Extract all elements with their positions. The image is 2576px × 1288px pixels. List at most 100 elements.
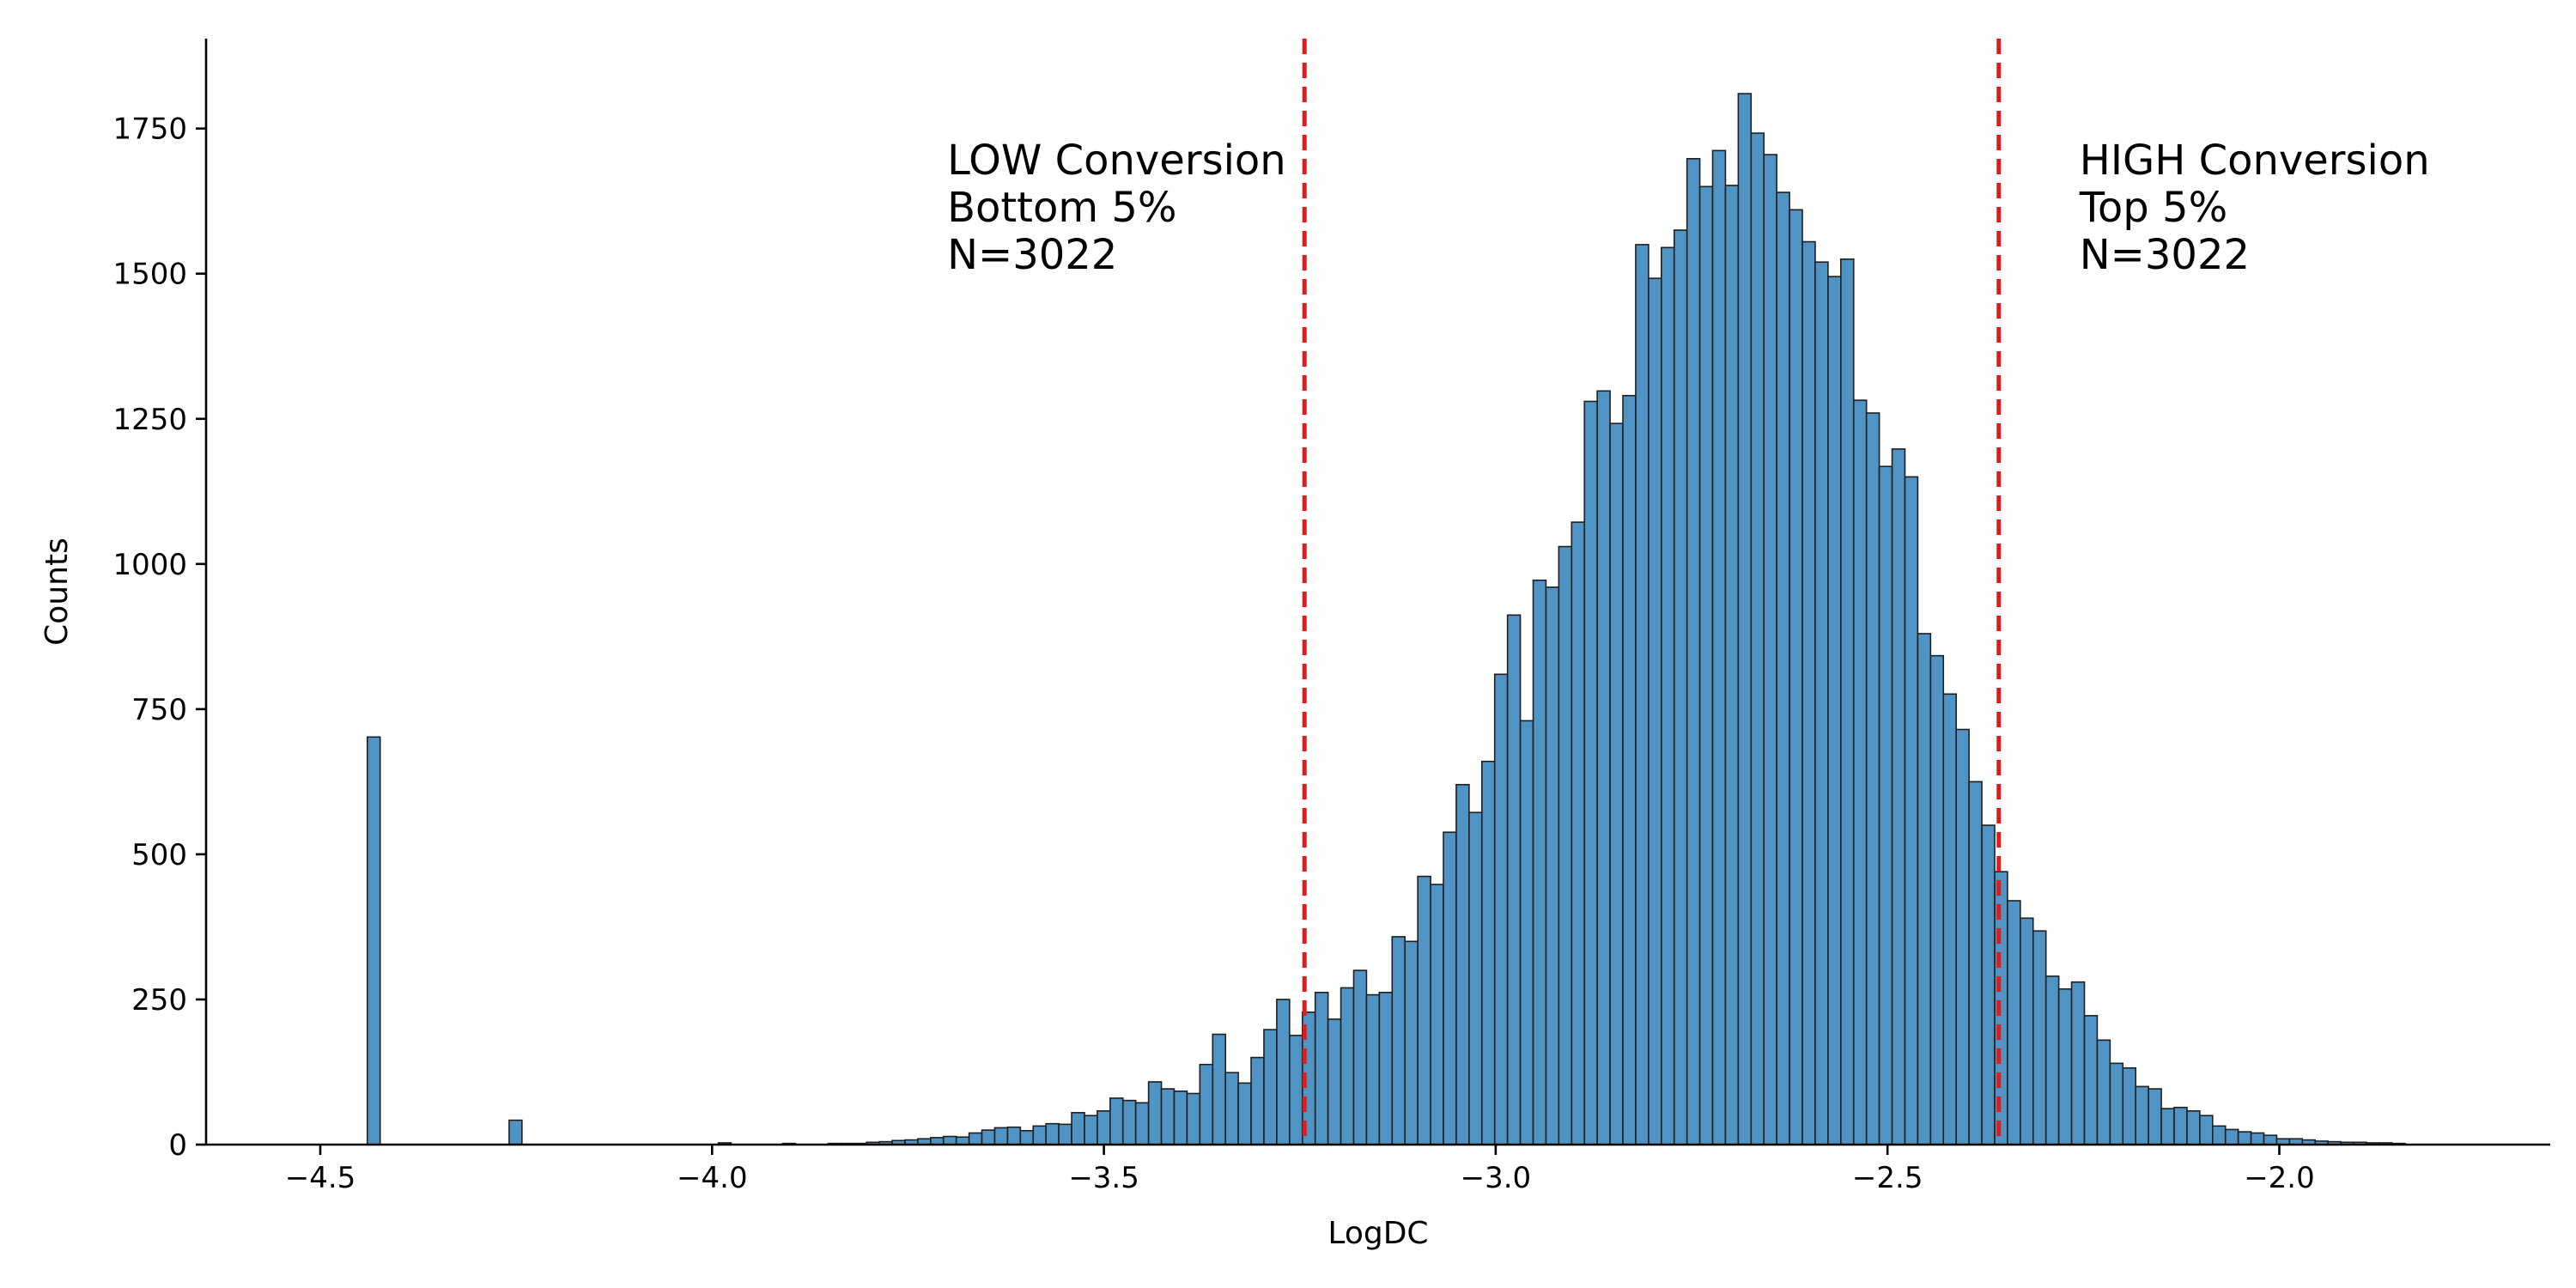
histogram-bar: [2224, 1128, 2239, 1145]
histogram-bar: [1443, 831, 1457, 1145]
histogram-bar: [1698, 185, 1714, 1145]
y-tick-label: 1250: [112, 403, 187, 437]
histogram-bar: [1468, 811, 1483, 1145]
x-tick-label: −2.0: [2244, 1161, 2315, 1195]
axes: −4.5 −4.0 −3.5 −3.0 −2.5 −2.0 0 250 500 750 1000 1…: [112, 39, 2550, 1195]
histogram-bar: [2211, 1125, 2227, 1145]
annotation-line: N=3022: [2080, 231, 2250, 279]
histogram-bar: [1404, 940, 1419, 1145]
histogram-bar: [1878, 465, 1893, 1145]
x-axis-ticks: −4.5 −4.0 −3.5 −3.0 −2.5 −2.0: [285, 1145, 2315, 1195]
x-tick-label: −3.0: [1461, 1161, 1532, 1195]
y-tick-label: 1500: [112, 258, 187, 292]
histogram-bar: [1340, 987, 1355, 1145]
histogram-bar: [1968, 781, 1983, 1145]
annotations: LOW Conversion Bottom 5% N=3022 HIGH Conver…: [947, 137, 2430, 279]
histogram-bar: [1019, 1129, 1035, 1145]
histogram-bar-outlier: [508, 1119, 523, 1145]
histogram-bar: [1635, 244, 1649, 1145]
histogram-bar: [1289, 1035, 1303, 1145]
y-tick-label: 750: [131, 693, 187, 727]
histogram-bar: [1493, 673, 1509, 1145]
histogram-bar: [1199, 1063, 1214, 1145]
histogram-bar: [1827, 276, 1842, 1145]
histogram-bar: [1583, 400, 1598, 1145]
histogram-bar: [1904, 476, 1919, 1145]
histogram-bar: [1084, 1115, 1098, 1145]
histogram-bar: [2007, 900, 2021, 1145]
histogram-bar: [1994, 871, 2008, 1145]
annotation-line: Bottom 5%: [947, 184, 1176, 232]
histogram-bar: [2122, 1066, 2137, 1145]
histogram-bar: [1378, 992, 1394, 1145]
histogram-bar: [1814, 261, 1829, 1145]
histogram-bar: [2173, 1106, 2188, 1145]
x-tick-label: −4.5: [285, 1161, 356, 1195]
histogram-bar: [1237, 1082, 1252, 1145]
histogram-bar: [1737, 93, 1753, 1145]
histogram-bar: [1981, 824, 1996, 1145]
histogram-bar: [1391, 936, 1406, 1145]
histogram-bar: [2096, 1039, 2111, 1145]
histogram-bar: [1032, 1125, 1047, 1145]
histogram-bar: [968, 1132, 983, 1145]
histogram-bar: [1609, 422, 1624, 1145]
histogram-bar: [1365, 993, 1381, 1145]
histogram-bar: [1121, 1099, 1137, 1145]
histogram-bar: [981, 1129, 996, 1145]
histogram-bar: [1263, 1029, 1278, 1145]
histogram-bar: [1147, 1081, 1163, 1145]
histogram-bar: [1417, 875, 1431, 1145]
histogram-bar: [1058, 1123, 1072, 1145]
y-axis-title: Counts: [39, 538, 75, 646]
histogram-bar: [1212, 1033, 1226, 1145]
histogram-bar: [2263, 1134, 2278, 1145]
histogram-bar: [1186, 1092, 1201, 1145]
histogram-bar: [1673, 229, 1688, 1145]
histogram-bar: [1506, 614, 1522, 1145]
annotation-line: Top 5%: [2079, 184, 2227, 232]
histogram-bar: [1750, 132, 1765, 1145]
histogram-bar: [2070, 981, 2086, 1145]
histogram-bar: [1160, 1088, 1176, 1145]
histogram-bar: [1596, 390, 1611, 1145]
x-tick-label: −3.5: [1068, 1161, 1139, 1195]
histogram-bar-outlier: [366, 736, 381, 1145]
histogram-bar: [1430, 884, 1444, 1145]
histogram-bar: [1545, 586, 1560, 1145]
histogram-bars: [366, 93, 2406, 1145]
histogram-bar: [1134, 1102, 1150, 1145]
histogram-bar: [1327, 1018, 1342, 1145]
histogram-bar: [1224, 1072, 1239, 1145]
histogram-bar: [1686, 158, 1701, 1145]
histogram-bar: [1519, 720, 1534, 1145]
histogram-bar: [1622, 394, 1637, 1145]
histogram-bar: [2020, 917, 2034, 1145]
histogram-bar: [1942, 693, 1957, 1145]
histogram-bar: [993, 1127, 1009, 1145]
y-tick-label: 500: [131, 838, 187, 872]
histogram-bar: [2032, 930, 2047, 1145]
histogram-bar: [2250, 1132, 2265, 1145]
histogram-bar: [1480, 760, 1496, 1145]
histogram-bar: [2044, 975, 2060, 1145]
histogram-bar: [1711, 149, 1727, 1145]
histogram-bar: [1571, 521, 1586, 1145]
histogram-bar: [1724, 185, 1740, 1145]
histogram-bar: [1955, 728, 1970, 1145]
x-tick-label: −2.5: [1852, 1161, 1923, 1195]
histogram-bar: [1455, 783, 1470, 1145]
histogram-bar: [2148, 1088, 2162, 1145]
y-tick-label: 250: [131, 983, 187, 1018]
histogram-bar: [2237, 1131, 2252, 1145]
histogram-bar: [1789, 209, 1803, 1145]
threshold-lines: [1302, 39, 2002, 1145]
histogram-bar: [2199, 1115, 2214, 1145]
histogram-bar: [1776, 191, 1790, 1145]
histogram-bar: [2160, 1108, 2175, 1145]
histogram-bar: [1865, 412, 1880, 1145]
annotation-line: HIGH Conversion: [2080, 137, 2430, 185]
annotation-low: LOW Conversion Bottom 5% N=3022: [947, 137, 1286, 279]
histogram-bar: [1929, 654, 1945, 1145]
